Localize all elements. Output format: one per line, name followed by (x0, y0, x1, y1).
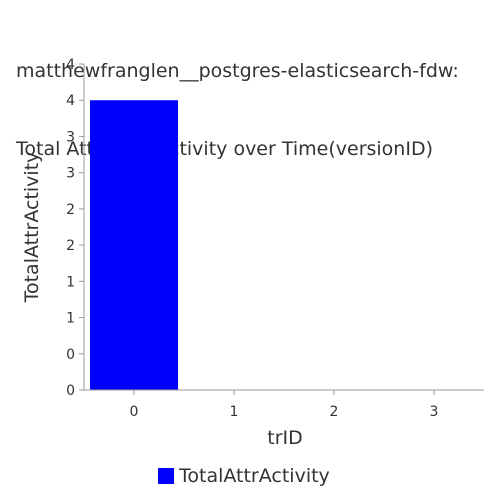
y-axis-title: TotalAttrActivity (21, 152, 43, 304)
chart-title-line-1: matthewfranglen__postgres-elasticsearch-… (16, 60, 459, 82)
x-tick-label: 0 (130, 404, 139, 420)
y-tick-label: 1 (66, 274, 75, 290)
legend: TotalAttrActivity (158, 464, 330, 488)
bar (90, 100, 178, 390)
y-tick-label: 4 (66, 57, 75, 73)
legend-swatch (158, 468, 174, 484)
y-tick-label: 0 (66, 383, 75, 399)
y-tick-label: 3 (66, 166, 75, 182)
y-tick-label: 3 (66, 129, 75, 145)
x-tick-label: 1 (230, 404, 239, 420)
y-tick-label: 4 (66, 93, 75, 109)
y-tick-label: 0 (66, 347, 75, 363)
x-tick-label: 2 (330, 404, 339, 420)
y-tick-label: 1 (66, 311, 75, 327)
legend-label: TotalAttrActivity (179, 465, 330, 487)
x-tick-label: 3 (430, 404, 439, 420)
y-tick-label: 2 (66, 238, 75, 254)
y-tick-label: 2 (66, 202, 75, 218)
x-axis-title: trID (267, 427, 303, 449)
